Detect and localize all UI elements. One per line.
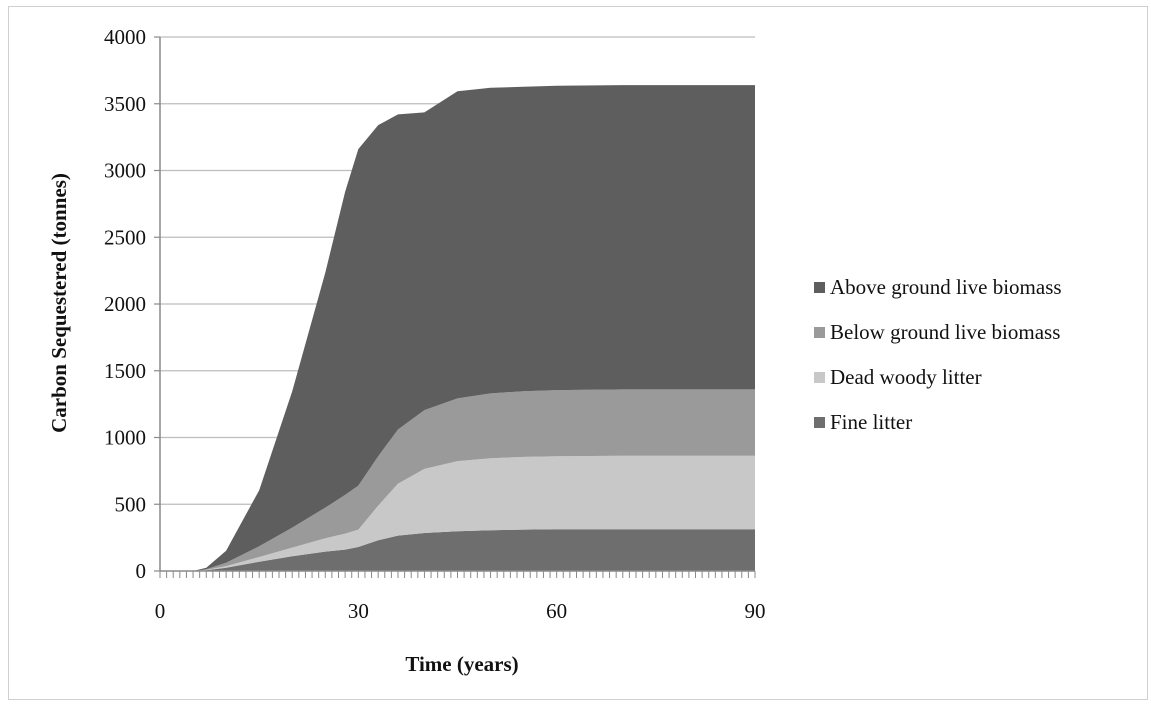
legend-swatch bbox=[814, 417, 825, 428]
legend-label: Above ground live biomass bbox=[830, 275, 1062, 299]
y-tick-label: 1500 bbox=[104, 359, 146, 383]
y-tick-labels: 0 500 1000 1500 2000 2500 3000 3500 4000 bbox=[104, 25, 146, 583]
x-tick-label: 0 bbox=[155, 599, 166, 623]
legend-swatch bbox=[814, 282, 825, 293]
y-tick-label: 3500 bbox=[104, 92, 146, 116]
y-tick-label: 0 bbox=[136, 559, 147, 583]
legend-item-dead-woody-litter: Dead woody litter bbox=[814, 365, 982, 389]
y-tick-label: 2500 bbox=[104, 225, 146, 249]
legend-item-above-ground-live-biomass: Above ground live biomass bbox=[814, 275, 1062, 299]
x-tick-label: 90 bbox=[745, 599, 766, 623]
area-dead-woody-litter bbox=[160, 455, 755, 571]
area-below-ground-live-biomass bbox=[160, 389, 755, 571]
legend-item-below-ground-live-biomass: Below ground live biomass bbox=[814, 320, 1060, 344]
legend: Above ground live biomass Below ground li… bbox=[814, 275, 1062, 434]
axes bbox=[154, 36, 756, 578]
legend-label: Dead woody litter bbox=[830, 365, 982, 389]
area-series bbox=[160, 85, 755, 571]
x-axis-title: Time (years) bbox=[405, 652, 518, 676]
legend-item-fine-litter: Fine litter bbox=[814, 410, 912, 434]
y-tick-label: 1000 bbox=[104, 426, 146, 450]
y-axis-title: Carbon Sequestered (tonnes) bbox=[47, 173, 71, 433]
legend-label: Fine litter bbox=[830, 410, 912, 434]
legend-swatch bbox=[814, 327, 825, 338]
legend-swatch bbox=[814, 372, 825, 383]
legend-label: Below ground live biomass bbox=[830, 320, 1060, 344]
area-above-ground-live-biomass bbox=[160, 85, 755, 571]
x-tick-label: 60 bbox=[546, 599, 567, 623]
x-tick-label: 30 bbox=[348, 599, 369, 623]
y-tick-label: 3000 bbox=[104, 159, 146, 183]
y-tick-label: 2000 bbox=[104, 292, 146, 316]
area-fine-litter bbox=[160, 529, 755, 571]
x-tick-labels: 0 30 60 90 bbox=[155, 599, 766, 623]
y-tick-label: 500 bbox=[115, 492, 147, 516]
y-tick-label: 4000 bbox=[104, 25, 146, 49]
